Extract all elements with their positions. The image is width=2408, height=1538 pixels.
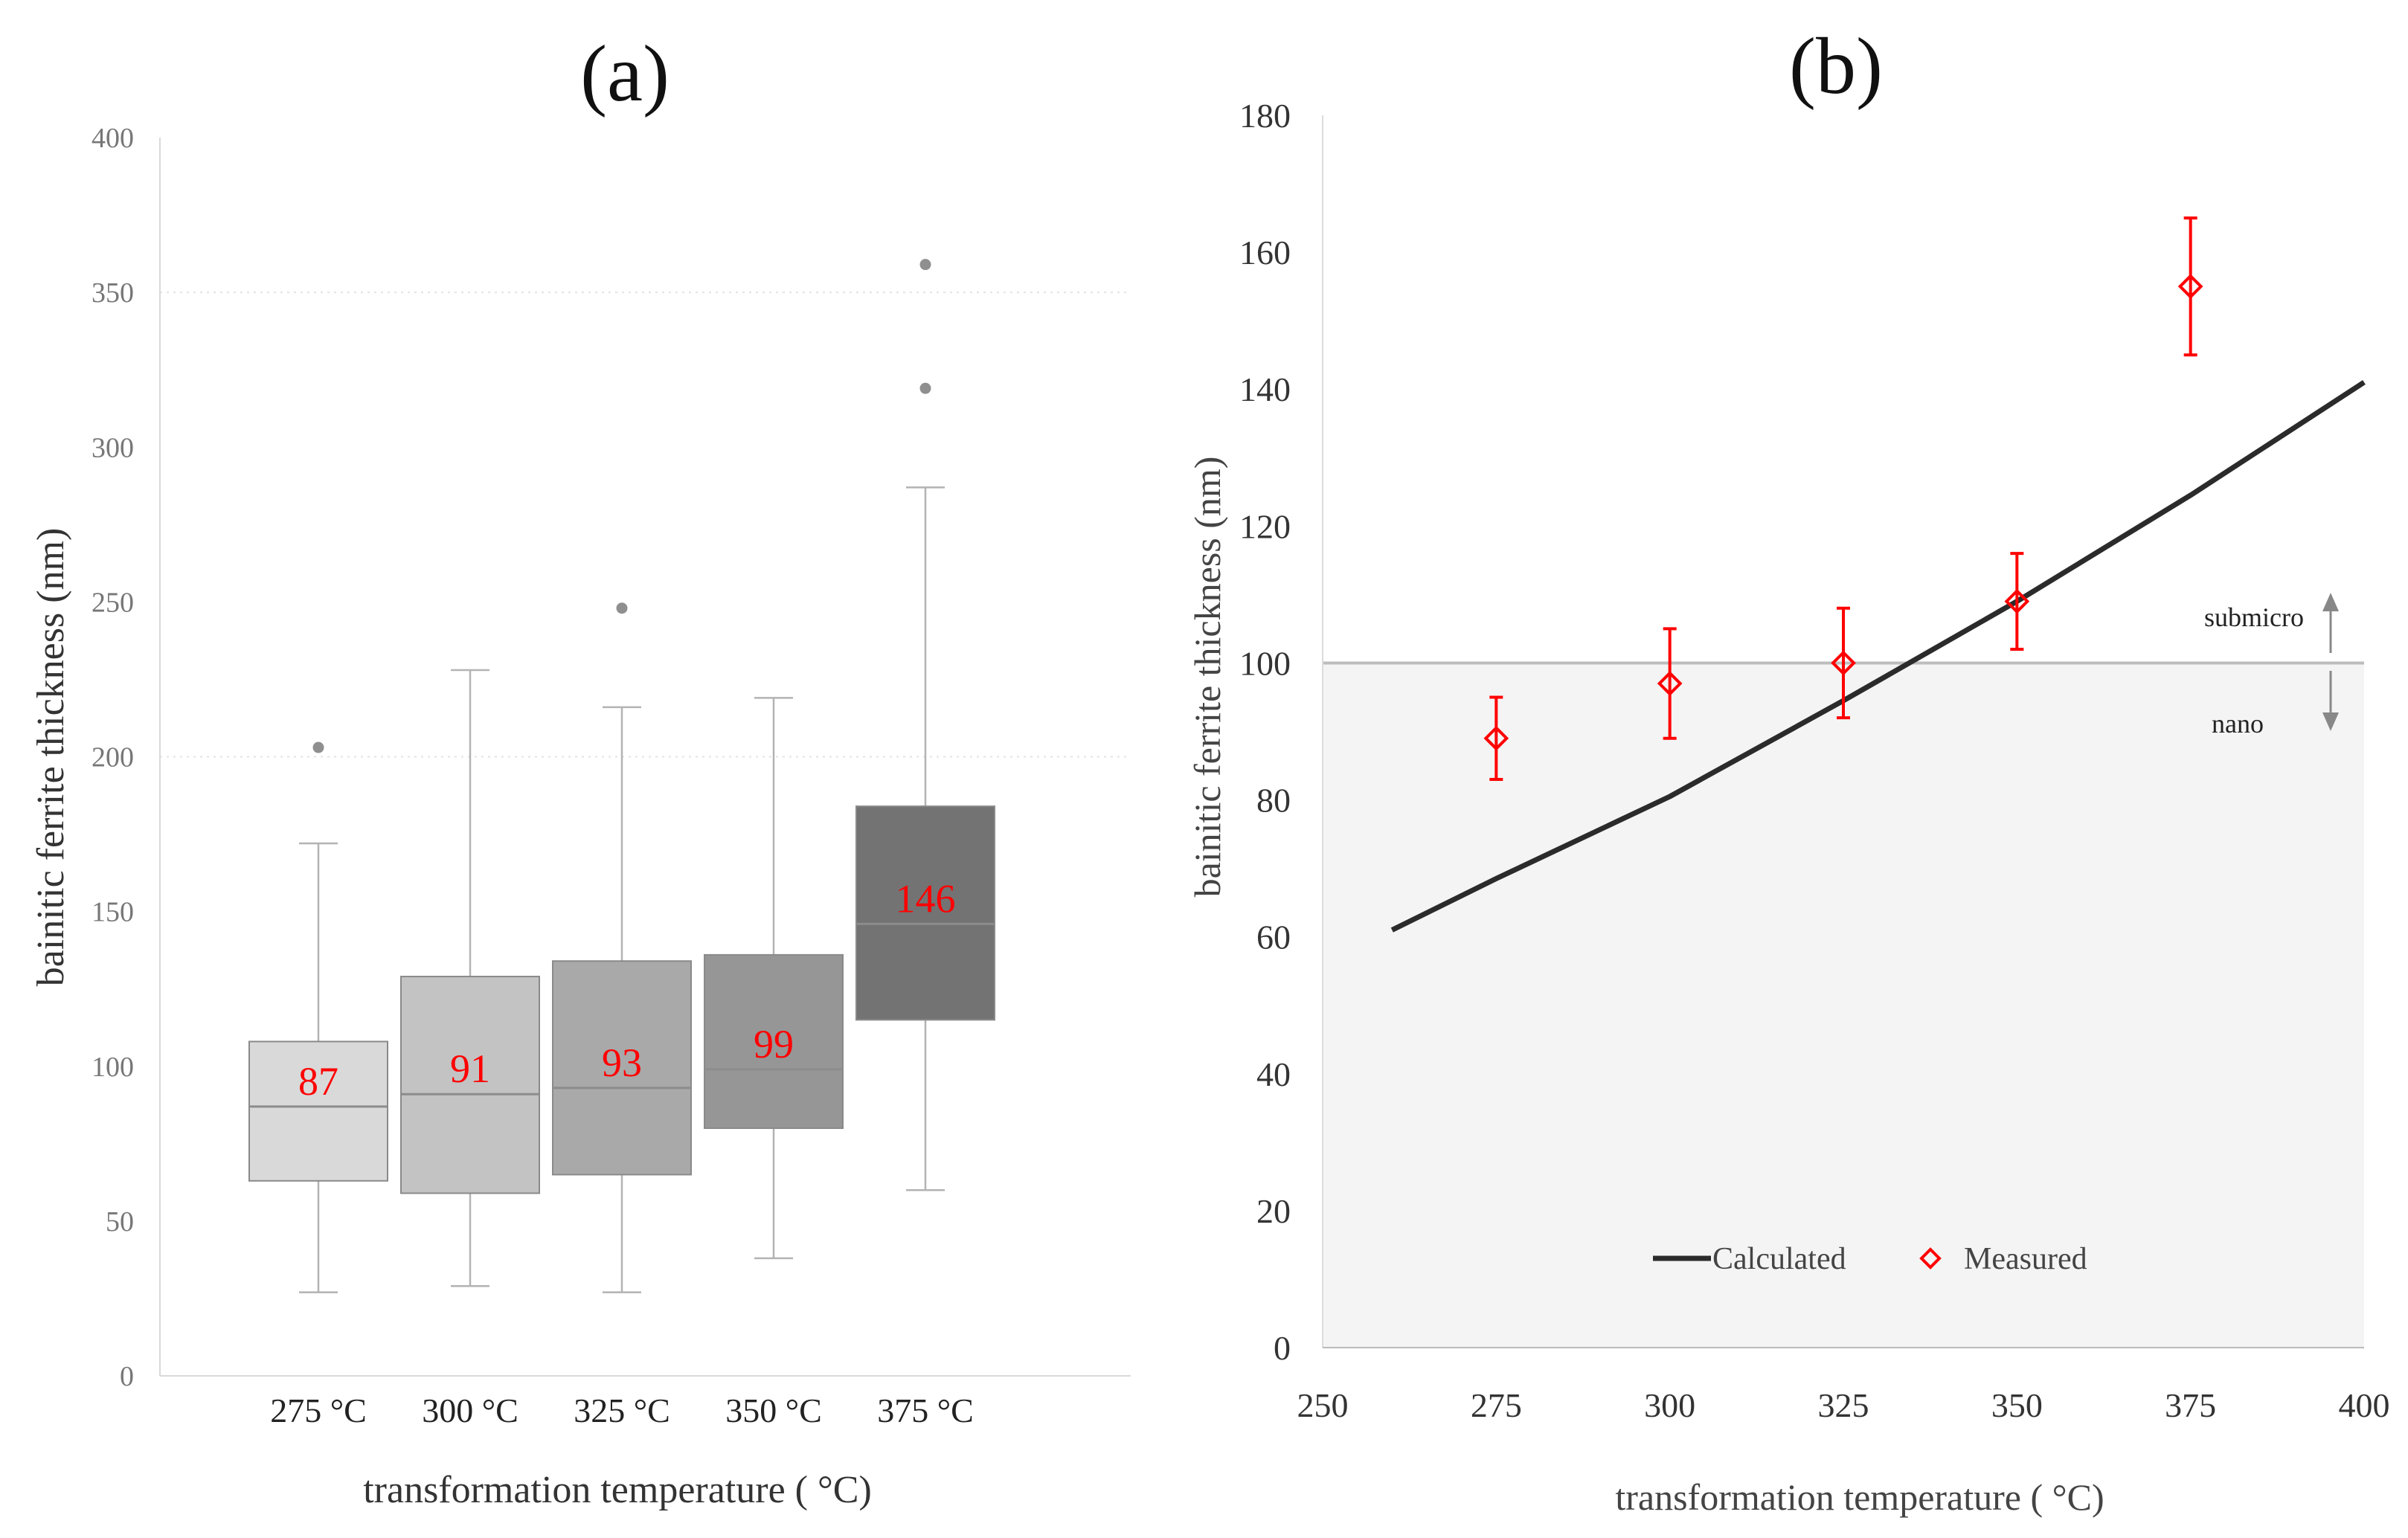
- panel-a-box-2: 91: [400, 669, 540, 1287]
- panel-b-y-tick-label: 80: [1256, 782, 1291, 820]
- panel-b-y-tick-label: 140: [1239, 370, 1291, 408]
- panel-a-category-label: 350 °C: [725, 1391, 822, 1429]
- panel-b-y-tick-label: 60: [1256, 918, 1291, 956]
- panel-a-y-tick-label: 200: [91, 742, 134, 773]
- panel-a-category-label: 275 °C: [270, 1391, 367, 1429]
- panel-b-measured-diamond: [2177, 274, 2203, 299]
- panel-b-measured-point: [2177, 216, 2203, 357]
- panel-a-y-tick-label: 50: [106, 1206, 134, 1238]
- panel-b-x-tick-label: 300: [1644, 1386, 1695, 1424]
- panel-b-measured-point: [1657, 627, 1683, 740]
- panel-a-median-label: 91: [450, 1046, 490, 1091]
- panel-a-boxplot: (a) 0 50 100 150 200 250 300 350 400 87 91 93 99 146…: [30, 30, 1131, 1511]
- panel-b-x-tick-label: 275: [1471, 1386, 1522, 1424]
- panel-a-y-ticks: 0 50 100 150 200 250 300 350 400: [91, 123, 134, 1392]
- panel-b-measured-diamond: [2004, 588, 2030, 614]
- panel-a-y-tick-label: 100: [91, 1052, 134, 1083]
- panel-b-measured-points: [1483, 216, 2203, 781]
- panel-b-x-tick-label: 325: [1818, 1386, 1869, 1424]
- panel-a-box-rect: [704, 953, 844, 1130]
- panel-a-y-tick-label: 150: [91, 897, 134, 928]
- panel-a-outlier: [919, 382, 931, 394]
- panel-b-measured-point: [2004, 552, 2030, 651]
- panel-b-label: (b): [1789, 22, 1883, 111]
- panel-b-measured-point: [1831, 606, 1856, 720]
- panel-a-y-tick-label: 300: [91, 432, 134, 463]
- panel-a-box-4: 99: [704, 697, 844, 1260]
- panel-a-category-label: 325 °C: [574, 1391, 670, 1429]
- panel-b-line-chart: (b) 0 20 40 60 80 100 120 140 160 180 250 275 300 32…: [1187, 22, 2390, 1518]
- panel-a-y-tick-label: 250: [91, 587, 134, 618]
- panel-a-box-rect: [552, 960, 692, 1176]
- panel-b-region-arrows-icon: [2322, 593, 2339, 731]
- panel-a-box-3: 93: [552, 602, 692, 1293]
- panel-a-y-tick-label: 400: [91, 123, 134, 154]
- panel-a-median-label: 146: [896, 876, 956, 921]
- panel-a-category-labels: 275 °C 300 °C 325 °C 350 °C 375 °C: [270, 1391, 974, 1429]
- panel-b-x-ticks: 250 275 300 325 350 375 400: [1297, 1386, 2390, 1424]
- panel-a-outlier: [616, 602, 628, 614]
- panel-b-measured-diamond: [1657, 671, 1683, 696]
- panel-b-y-ticks: 0 20 40 60 80 100 120 140 160 180: [1239, 97, 1291, 1367]
- panel-a-box-5: 146: [855, 259, 995, 1191]
- panel-b-x-tick-label: 250: [1297, 1386, 1349, 1424]
- panel-b-y-tick-label: 20: [1256, 1192, 1291, 1230]
- panel-a-grid: [160, 292, 1131, 758]
- panel-a-box-1: 87: [248, 741, 388, 1293]
- panel-a-y-tick-label: 0: [120, 1361, 134, 1392]
- panel-a-outlier: [312, 741, 324, 753]
- panel-a-y-tick-label: 350: [91, 277, 134, 309]
- panel-b-legend: Calculated Measured: [1653, 1242, 2087, 1276]
- legend-measured-label: Measured: [1964, 1242, 2087, 1276]
- panel-b-x-tick-label: 375: [2165, 1386, 2216, 1424]
- panel-a-outlier: [919, 259, 931, 271]
- panel-b-y-tick-label: 160: [1239, 234, 1291, 271]
- panel-b-submicro-label: submicro: [2204, 602, 2304, 632]
- panel-b-x-axis-title: transformation temperature ( °C): [1615, 1476, 2104, 1518]
- panel-a-box-rect: [855, 805, 995, 1021]
- legend-calculated-label: Calculated: [1712, 1242, 1846, 1276]
- panel-b-x-tick-label: 400: [2339, 1386, 2390, 1424]
- panel-b-nano-label: nano: [2212, 709, 2264, 739]
- panel-a-median-label: 87: [298, 1059, 338, 1104]
- panel-b-measured-point: [1483, 695, 1509, 781]
- panel-b-y-tick-label: 100: [1239, 644, 1291, 682]
- panel-b-y-tick-label: 40: [1256, 1055, 1291, 1093]
- panel-a-category-label: 375 °C: [877, 1391, 974, 1429]
- panel-a-median-label: 99: [754, 1022, 794, 1066]
- panel-b-y-axis-title: bainitic ferrite thickness (nm): [1187, 457, 1228, 898]
- panel-b-y-tick-label: 0: [1274, 1329, 1291, 1367]
- panel-b-x-tick-label: 350: [1991, 1386, 2043, 1424]
- panel-b-y-tick-label: 120: [1239, 507, 1291, 545]
- panel-b-y-tick-label: 180: [1239, 97, 1291, 135]
- panel-a-label: (a): [580, 30, 670, 118]
- panel-a-y-axis-title: bainitic ferrite thickness (nm): [30, 528, 72, 987]
- panel-a-category-label: 300 °C: [422, 1391, 518, 1429]
- panel-b-measured-diamond: [1831, 650, 1856, 676]
- panel-b-measured-diamond: [1483, 725, 1509, 751]
- panel-a-median-label: 93: [602, 1040, 642, 1085]
- panel-a-box-rect: [400, 976, 540, 1194]
- panel-a-box-rect: [248, 1040, 388, 1182]
- panel-a-x-axis-title: transformation temperature ( °C): [363, 1469, 872, 1511]
- legend-measured-diamond-icon: [1919, 1247, 1942, 1270]
- panel-a-boxes: 87 91 93 99 146: [248, 259, 995, 1293]
